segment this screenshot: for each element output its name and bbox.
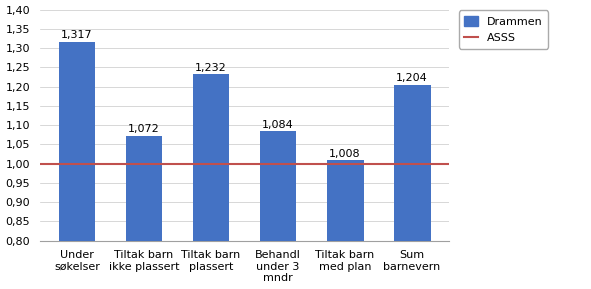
Text: 1,204: 1,204 [396,73,428,84]
Bar [259,131,297,240]
Text: 1,072: 1,072 [128,124,160,134]
Text: 1,084: 1,084 [262,120,294,130]
Bar [394,85,431,240]
Bar [327,160,363,240]
Bar [193,74,229,240]
Bar [59,42,95,240]
Legend: Drammen, ASSS: Drammen, ASSS [459,10,548,49]
Text: 1,008: 1,008 [329,149,361,159]
Bar [125,136,163,240]
Text: 1,317: 1,317 [61,30,93,40]
Text: 1,232: 1,232 [195,63,227,73]
